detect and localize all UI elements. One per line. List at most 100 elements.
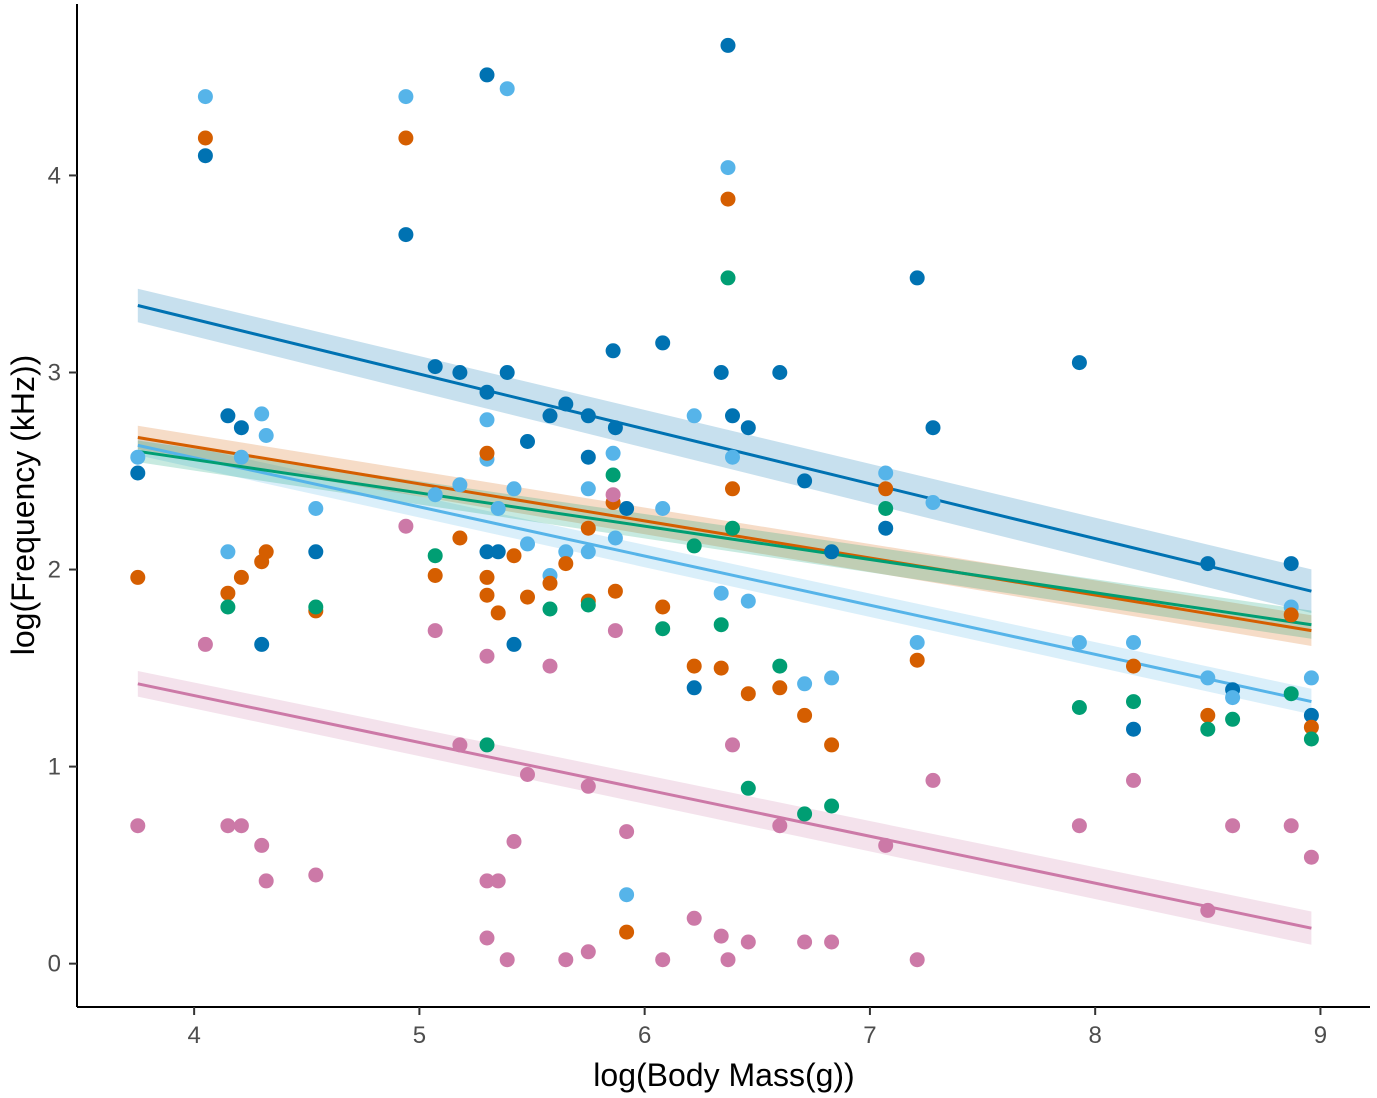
light-blue-data-point	[1071, 635, 1087, 650]
dark-blue-data-point	[772, 365, 788, 380]
green-data-point	[1071, 700, 1087, 715]
pink-data-point	[452, 737, 468, 753]
pink-data-point	[479, 873, 495, 889]
pink-data-point	[655, 952, 671, 968]
green-data-point	[772, 658, 788, 674]
green-data-point	[655, 621, 671, 637]
y-axis-title: log(Frequency (kHz))	[5, 355, 41, 656]
light-blue-data-point	[479, 412, 495, 428]
x-tick-label: 9	[1314, 1022, 1327, 1049]
dark-blue-data-point	[558, 396, 574, 412]
dark-blue-data-point	[506, 636, 522, 652]
pink-data-point	[520, 767, 535, 782]
dark-blue-data-point	[452, 365, 468, 380]
green-data-point	[720, 270, 736, 286]
light-blue-data-point	[878, 465, 894, 481]
orange-data-point	[909, 652, 925, 668]
orange-fit-line	[137, 436, 1312, 633]
dark-blue-data-point	[520, 434, 535, 449]
orange-data-point	[427, 568, 443, 583]
orange-data-point	[797, 707, 813, 723]
pink-data-point	[254, 837, 270, 853]
orange-data-point	[490, 605, 506, 621]
light-blue-data-point	[398, 89, 414, 105]
light-blue-data-point	[427, 487, 443, 503]
pink-data-point	[725, 737, 740, 753]
x-tick-label: 7	[863, 1022, 876, 1049]
orange-data-point	[542, 575, 558, 591]
green-data-point	[824, 798, 840, 814]
orange-data-point	[1283, 607, 1299, 623]
orange-data-point	[686, 658, 702, 674]
pink-data-point	[619, 824, 635, 840]
dark-blue-data-point	[308, 544, 324, 560]
pink-data-point	[909, 952, 925, 968]
pink-data-point	[740, 934, 756, 950]
pink-fit-line	[137, 682, 1312, 930]
light-blue-data-point	[197, 89, 213, 105]
light-blue-data-point	[797, 676, 813, 692]
orange-data-point	[506, 548, 522, 564]
green-data-point	[542, 601, 558, 617]
pink-data-point	[878, 837, 894, 853]
dark-blue-data-point	[254, 636, 270, 652]
dark-blue-data-point	[878, 520, 894, 536]
green-data-point	[308, 599, 324, 615]
light-blue-data-point	[909, 635, 925, 650]
orange-data-point	[878, 481, 894, 497]
dark-blue-data-point	[130, 465, 146, 481]
light-blue-data-point	[499, 81, 515, 97]
green-data-point	[740, 780, 756, 796]
dark-blue-data-point	[197, 148, 213, 164]
orange-data-point	[1126, 658, 1141, 674]
y-tick-label: 3	[48, 359, 61, 386]
dark-blue-data-point	[1071, 355, 1087, 371]
pink-data-point	[797, 934, 813, 950]
pink-data-point	[197, 636, 213, 652]
y-tick-label: 1	[48, 754, 61, 781]
light-blue-data-point	[130, 449, 146, 465]
light-blue-data-point	[490, 501, 506, 516]
light-blue-data-point	[824, 670, 840, 686]
x-tick-label: 6	[638, 1022, 651, 1049]
dark-blue-data-point	[499, 365, 515, 380]
x-tick-label: 8	[1089, 1022, 1102, 1049]
green-data-point	[1283, 686, 1299, 702]
pink-data-point	[686, 910, 702, 926]
dark-blue-data-point	[398, 227, 414, 243]
pink-data-point	[1303, 849, 1319, 865]
pink-data-point	[398, 518, 414, 534]
dark-blue-data-point	[1303, 707, 1319, 723]
pink-data-point	[558, 952, 574, 968]
pink-data-point	[233, 818, 249, 834]
green-data-point	[1126, 694, 1141, 710]
pink-data-point	[1225, 818, 1241, 834]
light-blue-data-point	[1126, 635, 1141, 650]
orange-data-point	[398, 130, 414, 146]
pink-data-point	[1200, 902, 1216, 918]
dark-blue-data-point	[479, 67, 495, 83]
dark-blue-data-point	[479, 384, 495, 400]
orange-data-point	[720, 191, 736, 207]
light-blue-data-point	[605, 445, 621, 461]
light-blue-data-point	[520, 536, 535, 552]
dark-blue-data-point	[220, 408, 236, 424]
pink-data-point	[479, 648, 495, 664]
light-blue-data-point	[686, 408, 702, 424]
dark-blue-data-point	[713, 365, 729, 380]
light-blue-data-point	[725, 449, 740, 465]
dark-blue-data-point	[479, 544, 495, 560]
green-data-point	[220, 599, 236, 615]
dark-blue-data-point	[605, 343, 621, 359]
light-blue-data-point	[740, 593, 756, 609]
orange-data-point	[713, 660, 729, 676]
pink-data-point	[925, 772, 941, 788]
dark-blue-data-point	[797, 473, 813, 489]
green-data-point	[878, 501, 894, 516]
pink-data-point	[258, 873, 274, 889]
green-data-point	[797, 806, 813, 822]
pink-data-point	[308, 867, 324, 883]
pink-data-point	[580, 778, 596, 794]
green-data-point	[1303, 731, 1319, 747]
